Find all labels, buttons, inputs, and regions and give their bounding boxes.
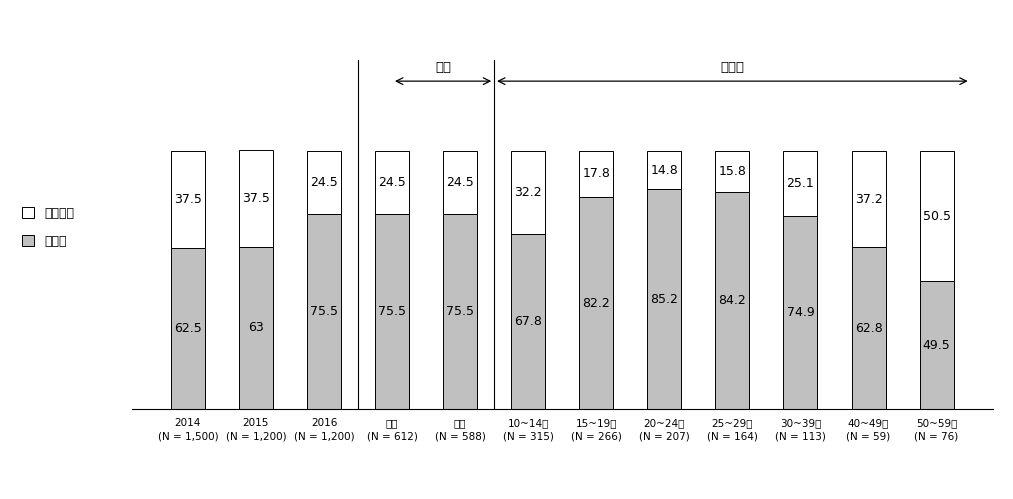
- Text: 50.5: 50.5: [923, 210, 950, 223]
- Text: 67.8: 67.8: [515, 315, 542, 328]
- Text: 성별: 성별: [436, 60, 451, 73]
- Text: 연령별: 연령별: [720, 60, 745, 73]
- Text: 82.2: 82.2: [582, 296, 610, 309]
- Text: 37.2: 37.2: [855, 193, 882, 206]
- Bar: [375, 214, 409, 409]
- Text: 37.5: 37.5: [242, 192, 269, 205]
- Text: 63: 63: [248, 321, 263, 334]
- Bar: [783, 151, 817, 216]
- Text: 49.5: 49.5: [923, 339, 950, 352]
- Bar: [920, 281, 953, 409]
- Text: 24.5: 24.5: [310, 176, 338, 189]
- Bar: [443, 214, 477, 409]
- Bar: [307, 214, 341, 409]
- Bar: [307, 151, 341, 214]
- Bar: [647, 151, 682, 189]
- Bar: [512, 234, 545, 409]
- Bar: [512, 151, 545, 234]
- Text: 25.1: 25.1: [786, 177, 814, 190]
- Text: 17.8: 17.8: [582, 168, 610, 181]
- Text: 75.5: 75.5: [378, 305, 406, 318]
- Text: 85.2: 85.2: [650, 293, 679, 306]
- Text: 24.5: 24.5: [378, 176, 406, 189]
- Bar: [920, 151, 953, 281]
- Bar: [715, 151, 750, 192]
- Text: 62.5: 62.5: [174, 322, 202, 335]
- Text: 37.5: 37.5: [174, 193, 202, 206]
- Text: 74.9: 74.9: [786, 306, 814, 319]
- Text: 14.8: 14.8: [650, 164, 678, 177]
- Bar: [715, 192, 750, 409]
- Bar: [375, 151, 409, 214]
- Text: 62.8: 62.8: [855, 322, 882, 335]
- Text: 75.5: 75.5: [446, 305, 474, 318]
- Bar: [239, 150, 272, 247]
- Bar: [239, 247, 272, 409]
- Text: 75.5: 75.5: [310, 305, 338, 318]
- Text: 84.2: 84.2: [718, 294, 747, 307]
- Bar: [443, 151, 477, 214]
- Bar: [852, 151, 885, 247]
- Text: 15.8: 15.8: [718, 165, 747, 178]
- Text: 24.5: 24.5: [447, 176, 474, 189]
- Bar: [579, 197, 613, 409]
- Text: 32.2: 32.2: [515, 186, 542, 199]
- Bar: [647, 189, 682, 409]
- Bar: [171, 151, 205, 248]
- Bar: [171, 248, 205, 409]
- Bar: [852, 247, 885, 409]
- Legend: 오프라인, 온라인: 오프라인, 온라인: [21, 207, 74, 248]
- Bar: [783, 216, 817, 409]
- Bar: [579, 151, 613, 197]
